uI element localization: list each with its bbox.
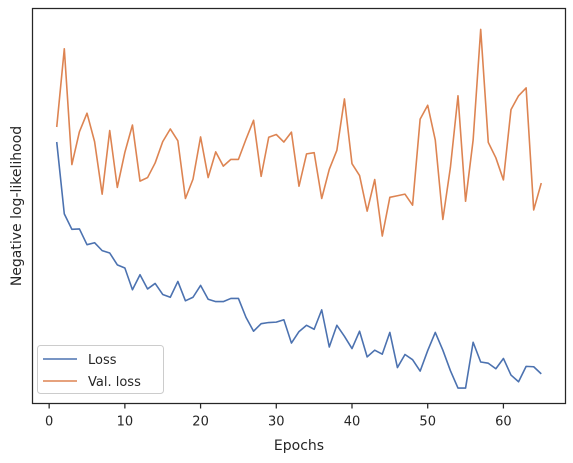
legend: Loss Val. loss bbox=[37, 345, 164, 394]
series-layer bbox=[55, 28, 543, 389]
x-tick-label: 0 bbox=[45, 415, 53, 430]
plot-frame bbox=[31, 7, 567, 405]
legend-label-loss: Loss bbox=[88, 353, 117, 368]
series-line-val-loss bbox=[55, 28, 543, 237]
x-axis-label: Epochs bbox=[274, 438, 324, 454]
x-tick-label: 10 bbox=[117, 415, 134, 430]
x-axis-ticks: 0 10 20 30 40 50 60 bbox=[45, 403, 512, 430]
legend-label-val-loss: Val. loss bbox=[88, 375, 141, 390]
x-tick-label: 50 bbox=[419, 415, 436, 430]
x-tick-label: 20 bbox=[192, 415, 209, 430]
y-axis-label: Negative log-likelihood bbox=[9, 126, 25, 286]
x-tick-label: 30 bbox=[268, 415, 285, 430]
x-tick-label: 40 bbox=[344, 415, 361, 430]
x-tick-label: 60 bbox=[495, 415, 512, 430]
series-line-loss bbox=[55, 141, 542, 389]
